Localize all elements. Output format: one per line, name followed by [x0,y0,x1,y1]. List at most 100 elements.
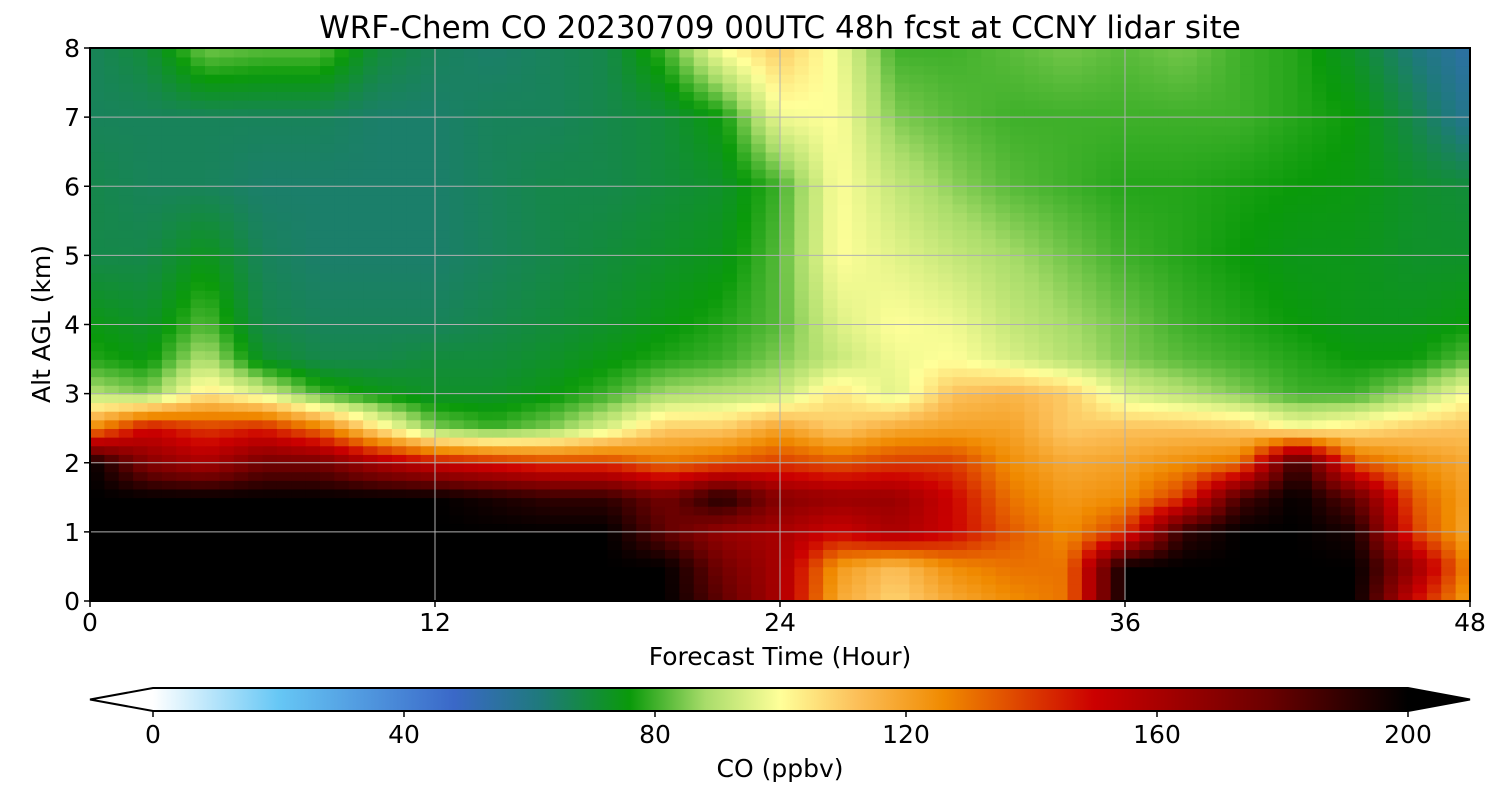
heatmap-cell [1211,160,1227,170]
heatmap-cell [291,160,307,170]
heatmap-cell [262,505,278,516]
heatmap-cell [219,419,235,429]
heatmap-cell [621,497,638,507]
heatmap-cell [650,160,666,170]
heatmap-cell [521,177,537,188]
heatmap-cell [751,281,767,291]
heatmap-cell [1398,566,1414,576]
heatmap-cell [1369,246,1385,257]
heatmap-cell [1283,324,1299,334]
heatmap-cell [780,151,796,162]
heatmap-cell [1355,505,1371,516]
heatmap-cell [118,160,134,170]
heatmap-cell [205,246,221,257]
heatmap-cell [708,367,724,378]
heatmap-cell [1125,186,1141,196]
heatmap-cell [1081,540,1098,550]
heatmap-cell [1412,410,1428,421]
heatmap-cell [1326,246,1342,257]
heatmap-cell [133,419,149,429]
heatmap-cell [952,549,968,559]
heatmap-cell [406,246,422,257]
heatmap-cell [693,523,709,533]
heatmap-cell [1311,212,1328,222]
heatmap-cell [449,549,465,559]
heatmap-cell [909,384,925,395]
heatmap-cell [377,410,393,421]
heatmap-cell [133,350,149,360]
heatmap-cell [1110,462,1126,473]
heatmap-cell [1211,186,1227,196]
heatmap-cell [736,575,753,585]
heatmap-cell [1412,168,1428,179]
heatmap-cell [880,341,896,352]
heatmap-cell [521,333,537,343]
heatmap-cell [190,177,206,188]
heatmap-cell [1153,445,1169,455]
heatmap-cell [1311,324,1328,334]
heatmap-cell [607,436,623,447]
heatmap-cell [248,592,264,601]
heatmap-cell [1268,531,1284,542]
heatmap-cell [305,220,321,231]
heatmap-cell [995,549,1011,559]
heatmap-cell [205,410,221,421]
heatmap-cell [1053,359,1069,369]
heatmap-cell [593,436,609,447]
heatmap-cell [449,376,465,386]
heatmap-cell [866,246,882,257]
heatmap-cell [607,359,623,369]
heatmap-cell [823,384,839,395]
heatmap-cell [1024,480,1040,490]
heatmap-cell [607,505,623,516]
heatmap-cell [334,471,350,481]
heatmap-cell [205,523,221,533]
heatmap-cell [1038,566,1054,576]
heatmap-cell [780,454,796,464]
heatmap-cell [593,220,609,231]
heatmap-cell [895,367,911,378]
heatmap-cell [305,384,321,395]
heatmap-cell [1311,177,1328,188]
heatmap-cell [679,160,695,170]
heatmap-cell [1355,575,1371,585]
heatmap-cell [593,367,609,378]
heatmap-cell [952,333,968,343]
heatmap-cell [837,488,853,499]
heatmap-cell [1340,514,1356,525]
heatmap-cell [1355,393,1371,404]
heatmap-cell [938,497,954,507]
heatmap-cell [363,333,379,343]
heatmap-cell [722,523,738,533]
heatmap-cell [1168,160,1184,170]
heatmap-cell [363,410,379,421]
heatmap-cell [262,203,278,213]
heatmap-cell [679,177,695,188]
heatmap-cell [837,324,853,334]
heatmap-cell [363,540,379,550]
heatmap-cell [133,505,149,516]
heatmap-cell [276,393,293,404]
heatmap-cell [506,341,523,352]
heatmap-cell [751,359,767,369]
heatmap-cell [133,445,149,455]
heatmap-cell [377,566,393,576]
heatmap-cell [1153,549,1169,559]
heatmap-cell [1038,575,1054,585]
heatmap-cell [492,367,508,378]
heatmap-cell [665,557,681,568]
heatmap-cell [808,272,824,283]
heatmap-cell [348,531,364,542]
heatmap-cell [650,531,666,542]
heatmap-cell [420,151,436,162]
heatmap-cell [751,592,767,601]
heatmap-cell [1038,194,1054,205]
heatmap-cell [1355,376,1371,386]
heatmap-cell [650,419,666,429]
heatmap-cell [578,488,594,499]
heatmap-cell [780,246,796,257]
heatmap-cell [348,566,364,576]
heatmap-cell [1024,540,1040,550]
heatmap-cell [1139,272,1155,283]
heatmap-cell [334,194,350,205]
